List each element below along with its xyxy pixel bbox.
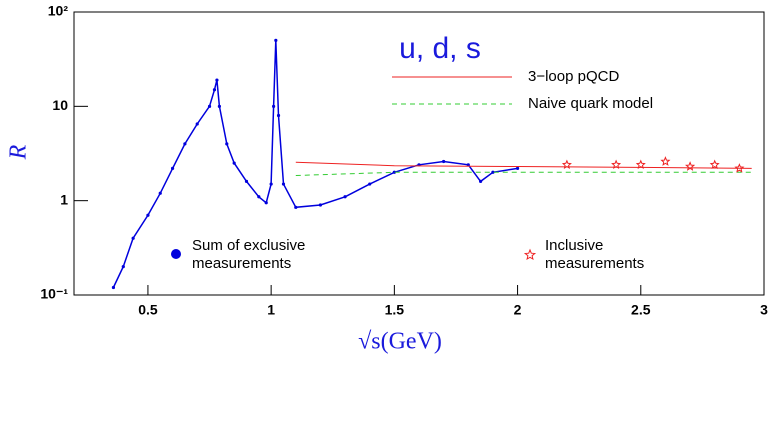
data-point [368,182,372,186]
y-tick-label: 10⁻¹ [40,286,68,302]
data-point [264,201,268,205]
data-point [232,161,236,165]
data-point [215,78,219,82]
data-point [207,104,212,108]
data-point [158,191,162,195]
legend-label: Inclusive measurements [545,237,645,272]
x-tick-label: 2 [514,302,522,318]
chart-title: u, d, s [399,32,481,65]
inclusive-point [635,159,646,170]
inclusive-point [685,161,696,171]
data-point [479,179,483,184]
data-point [294,205,298,209]
series-line [295,161,752,169]
data-point [274,38,278,42]
x-tick-label: 3 [760,302,768,318]
legend-label: 3−loop pQCD [528,68,620,85]
legend-label: Naive quark model [528,95,654,112]
x-tick-label: 2.5 [631,302,651,318]
data-point [257,195,261,199]
data-point [212,88,217,92]
series-line [295,171,752,176]
x-tick-label: 0.5 [138,302,158,318]
data-point [121,265,125,269]
data-point [131,236,135,240]
inclusive-point [561,159,572,170]
x-tick-label: 1.5 [385,302,405,318]
inclusive-point [660,156,671,166]
y-tick-label: 1 [60,191,68,207]
inclusive-point [709,159,720,170]
data-point [269,182,273,186]
data-point [217,104,221,108]
data-point [392,170,396,174]
data-point [281,182,286,186]
inclusive-point [611,159,622,170]
data-point [466,163,470,167]
data-point [491,170,495,174]
data-point [244,179,249,184]
x-axis-label: √s(GeV) [358,329,442,355]
data-point [343,195,347,199]
x-tick-label: 1 [267,302,275,318]
y-tick-label: 10² [48,3,69,19]
data-point [225,142,229,146]
y-axis-label: R [6,144,32,160]
data-point [276,113,281,118]
legend-label: Sum of exclusive measurements [192,237,306,272]
data-point [195,122,199,126]
plot-frame [73,11,765,296]
data-point [183,142,187,146]
data-point [442,159,446,164]
legend-marker [171,249,181,259]
data-point [111,285,116,290]
data-point [272,104,276,108]
data-point [170,166,175,170]
y-tick-label: 10 [52,97,68,113]
data-point [318,203,323,207]
data-point [515,166,520,170]
legend-marker [523,248,537,261]
data-point [146,213,150,217]
inclusive-point [734,163,745,173]
